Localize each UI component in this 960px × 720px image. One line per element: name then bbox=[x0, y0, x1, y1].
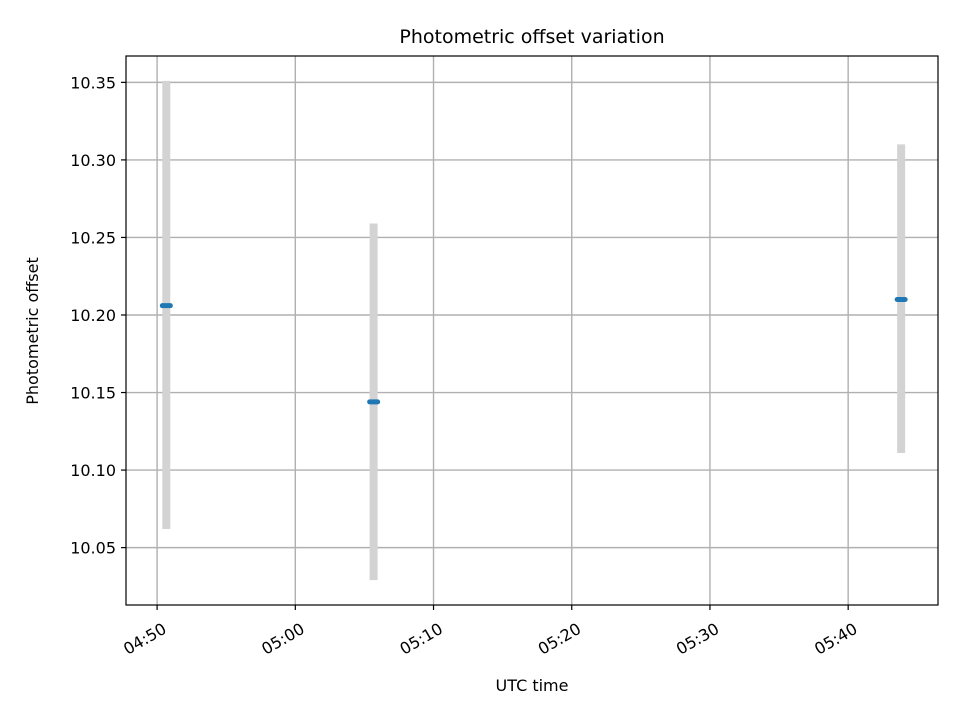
y-tick-label: 10.15 bbox=[70, 384, 116, 403]
y-tick-label: 10.10 bbox=[70, 461, 116, 480]
y-tick-label: 10.35 bbox=[70, 73, 116, 92]
y-tick-label: 10.25 bbox=[70, 228, 116, 247]
chart-title: Photometric offset variation bbox=[399, 26, 664, 48]
y-tick-label: 10.30 bbox=[70, 151, 116, 170]
y-tick-label: 10.05 bbox=[70, 539, 116, 558]
y-axis-label: Photometric offset bbox=[23, 257, 42, 405]
data-points bbox=[159, 296, 908, 405]
plot-area-frame bbox=[125, 55, 939, 606]
x-axis-label: UTC time bbox=[496, 676, 569, 695]
y-axis-ticks: 10.05 10.10 10.15 10.20 10.25 10.30 10.35 bbox=[70, 73, 126, 558]
y-tick-label: 10.20 bbox=[70, 306, 116, 325]
grid bbox=[126, 56, 938, 605]
